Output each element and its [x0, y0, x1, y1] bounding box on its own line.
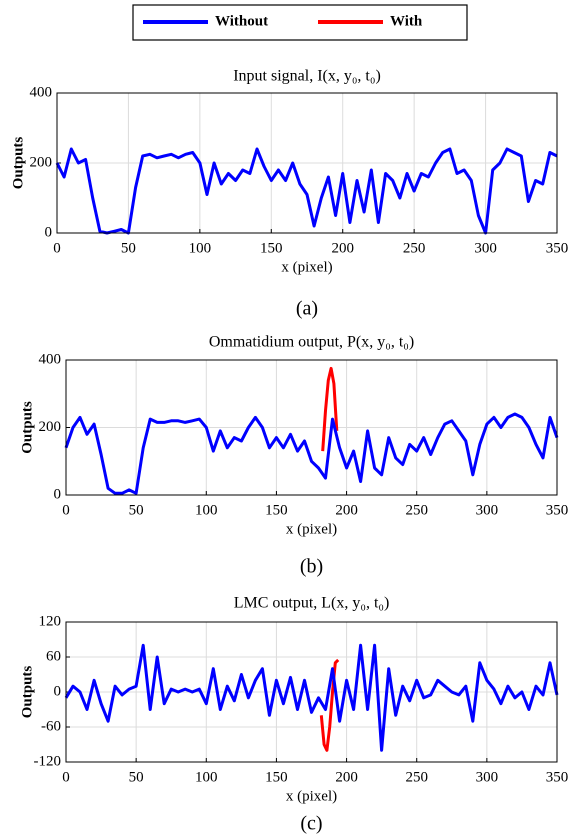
x-tick-label: 150 — [265, 769, 288, 785]
x-axis-label: x (pixel) — [286, 521, 337, 537]
y-tick-label: 0 — [54, 683, 62, 699]
y-tick-label: 0 — [45, 224, 53, 240]
x-axis-label: x (pixel) — [281, 259, 332, 275]
y-tick-label: 0 — [54, 486, 62, 502]
chart-title: Ommatidium output, P(x, y₀, t₀) — [209, 334, 414, 351]
x-tick-label: 50 — [129, 502, 144, 518]
y-tick-label: -120 — [34, 753, 62, 769]
x-tick-label: 250 — [405, 769, 428, 785]
subplot-label: (a) — [296, 298, 318, 320]
x-tick-label: 0 — [62, 769, 70, 785]
x-tick-label: 0 — [62, 502, 70, 518]
x-axis-label: x (pixel) — [286, 788, 337, 804]
series-line — [55, 147, 558, 235]
subplot-label: (b) — [300, 556, 323, 578]
y-tick-label: 200 — [30, 154, 53, 170]
plot-frame — [65, 621, 558, 763]
x-tick-label: 100 — [195, 502, 218, 518]
x-tick-label: 0 — [53, 240, 61, 256]
plot-frame — [65, 359, 558, 496]
x-tick-label: 50 — [121, 240, 136, 256]
x-tick-label: 350 — [546, 240, 569, 256]
y-axis-label: Outputs — [19, 666, 35, 719]
y-tick-label: 60 — [46, 648, 61, 664]
subplot-label: (c) — [300, 813, 322, 835]
y-tick-label: 400 — [39, 351, 62, 367]
y-axis-label: Outputs — [10, 137, 26, 190]
x-tick-label: 350 — [546, 502, 569, 518]
x-tick-label: 200 — [335, 502, 358, 518]
series-line — [64, 643, 559, 752]
y-tick-label: -60 — [41, 718, 61, 734]
x-tick-label: 300 — [476, 502, 499, 518]
chart-title: Input signal, I(x, y₀, t₀) — [233, 68, 381, 85]
x-tick-label: 250 — [405, 502, 428, 518]
x-tick-label: 300 — [476, 769, 499, 785]
chart-title: LMC output, L(x, y₀, t₀) — [234, 595, 390, 612]
x-tick-label: 200 — [331, 240, 354, 256]
y-axis-label: Outputs — [19, 401, 35, 454]
series-line — [319, 658, 340, 752]
x-tick-label: 100 — [195, 769, 218, 785]
series-line — [64, 412, 559, 495]
series-line — [321, 366, 339, 452]
x-tick-label: 50 — [129, 769, 144, 785]
y-tick-label: 400 — [30, 84, 53, 100]
y-tick-label: 200 — [39, 419, 62, 435]
legend-label: Without — [215, 13, 268, 29]
x-tick-label: 200 — [335, 769, 358, 785]
x-tick-label: 150 — [260, 240, 283, 256]
x-tick-label: 250 — [403, 240, 426, 256]
x-tick-label: 350 — [546, 769, 569, 785]
y-tick-label: 120 — [39, 613, 62, 629]
plot-frame — [56, 92, 558, 234]
x-tick-label: 100 — [189, 240, 212, 256]
x-tick-label: 300 — [474, 240, 497, 256]
x-tick-label: 150 — [265, 502, 288, 518]
legend-label: With — [390, 13, 423, 29]
